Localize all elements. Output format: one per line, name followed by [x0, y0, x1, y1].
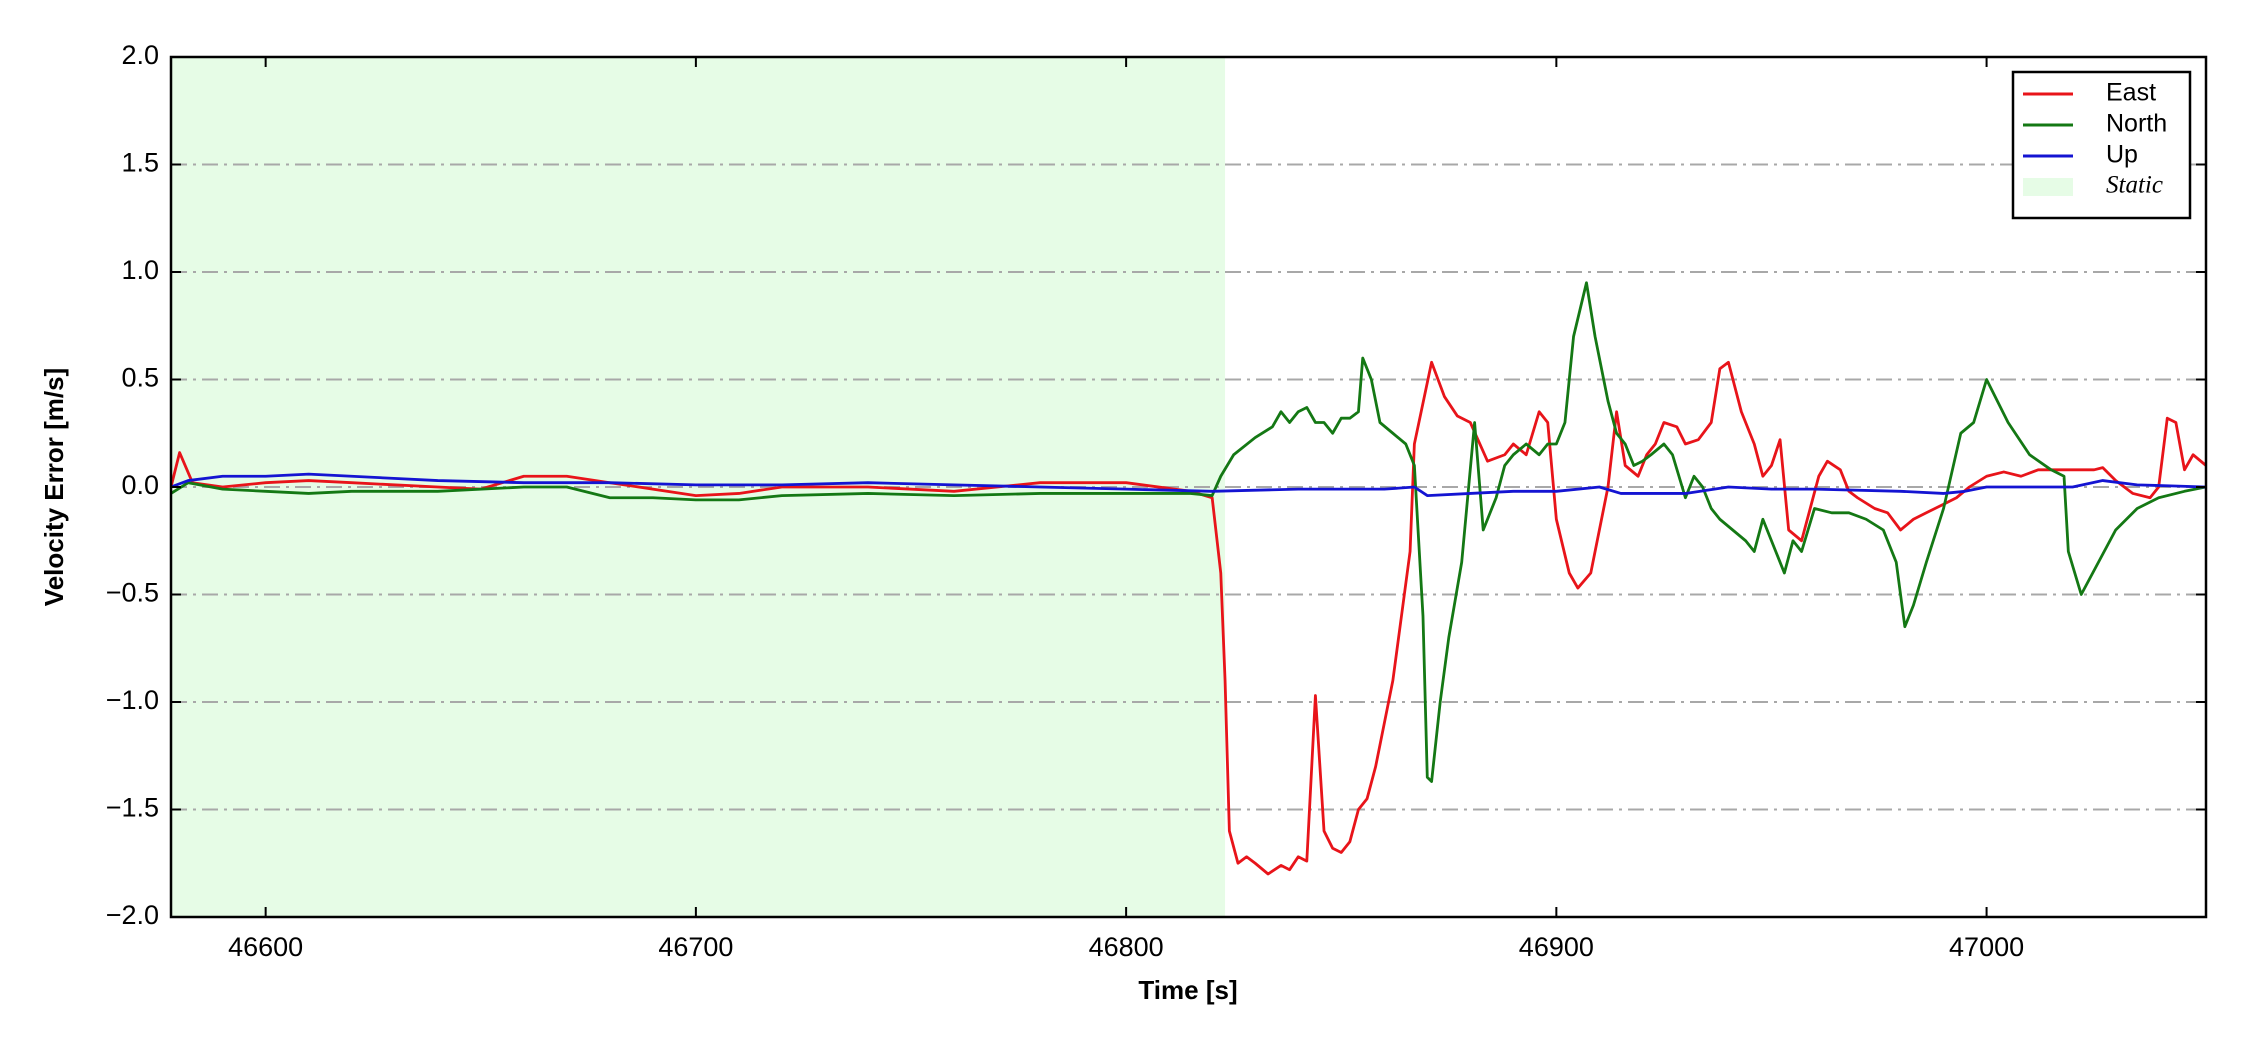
series-line: [171, 472, 2206, 497]
y-tick-label: 2.0: [121, 40, 159, 70]
legend: East North Up Static: [2011, 70, 2192, 220]
y-tick-label: −1.0: [106, 685, 159, 715]
y-tick-label: −1.5: [106, 793, 159, 823]
x-tick-label: 46600: [228, 932, 303, 962]
y-tick-label: 1.5: [121, 148, 159, 178]
y-tick-label: 0.5: [121, 363, 159, 393]
y-tick-label: 1.0: [121, 255, 159, 285]
x-tick-label: 46900: [1519, 932, 1594, 962]
x-tick-label: 46800: [1089, 932, 1164, 962]
y-tick-label: −2.0: [106, 900, 159, 930]
x-axis-title: Time [s]: [1138, 975, 1237, 1005]
legend-swatch: [2023, 178, 2073, 196]
legend-label: East: [2106, 79, 2156, 107]
y-axis-title: Velocity Error [m/s]: [39, 368, 69, 606]
legend-label: North: [2106, 110, 2167, 138]
ticks-layer: −2.0 −1.5 −1.0 −0.5 0.0 0.5 1.0 1.5 2.0 46600 4670…: [106, 40, 2206, 962]
y-tick-label: −0.5: [106, 578, 159, 608]
legend-label: Static: [2106, 172, 2163, 199]
y-tick-label: 0.0: [121, 470, 159, 500]
legend-label: Up: [2106, 141, 2138, 169]
lines-layer: [171, 281, 2206, 876]
x-tick-label: 46700: [658, 932, 733, 962]
x-tick-label: 47000: [1949, 932, 2024, 962]
series-line: [171, 281, 2206, 783]
